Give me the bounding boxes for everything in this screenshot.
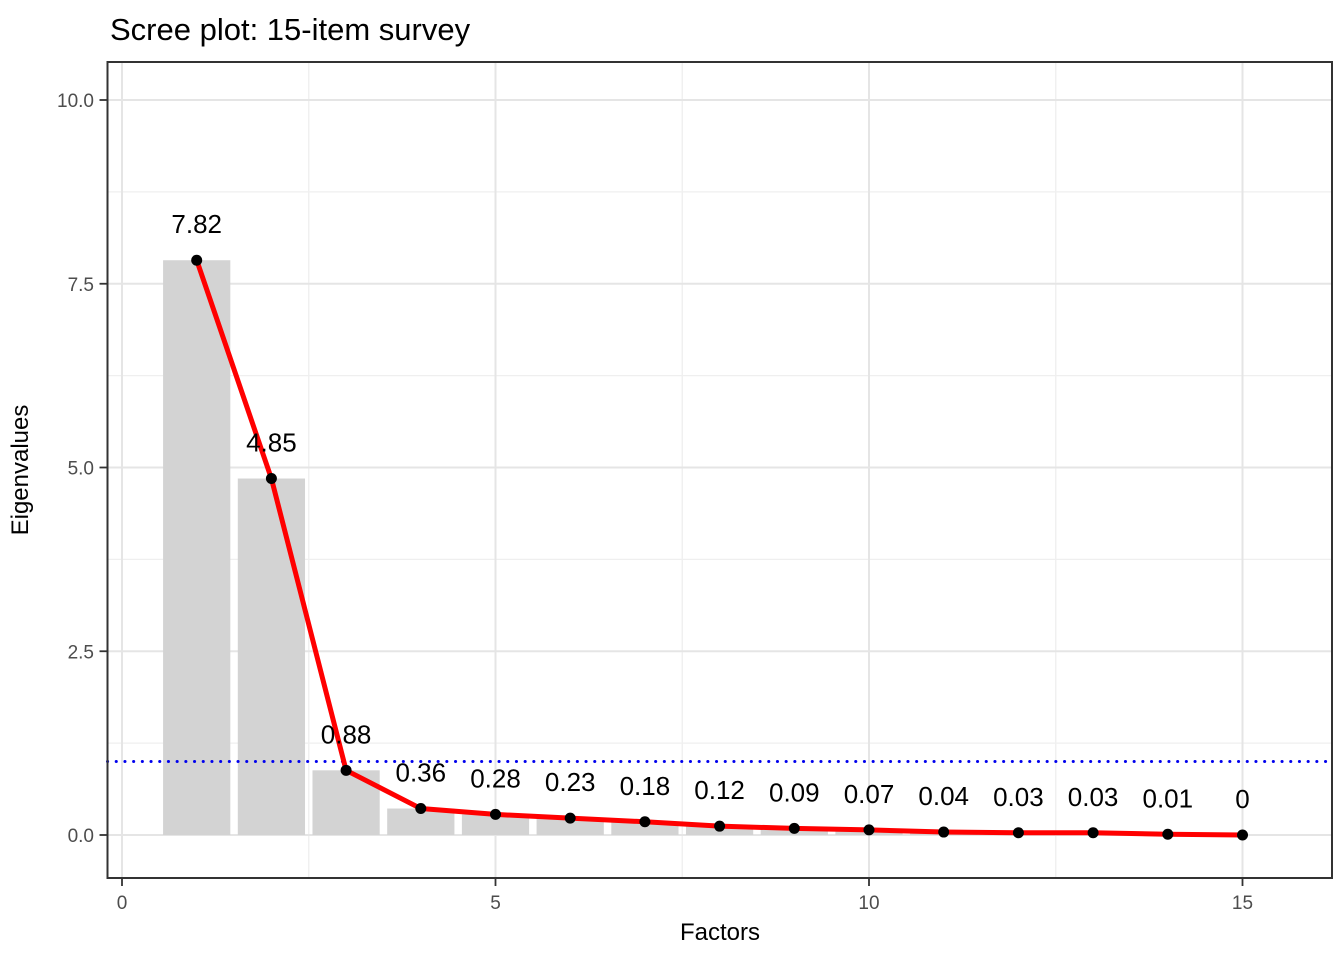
y-axis-title: Eigenvalues — [7, 405, 34, 536]
point-label-10: 0.07 — [844, 779, 895, 809]
bar-factor-1 — [163, 260, 231, 836]
scree-point-14 — [1162, 828, 1174, 840]
point-label-6: 0.23 — [545, 767, 596, 797]
y-tick-label: 0.0 — [68, 826, 94, 847]
scree-point-3 — [340, 764, 352, 776]
point-label-2: 4.85 — [246, 428, 297, 458]
scree-point-2 — [265, 473, 277, 485]
y-tick-label: 10.0 — [57, 91, 94, 112]
point-label-5: 0.28 — [470, 763, 521, 793]
chart-render-root: 7.824.850.880.36 0.28 0.23 0.18 0.12 0.09 0.07… — [57, 61, 1334, 914]
scree-point-6 — [564, 812, 576, 824]
scree-point-15 — [1237, 829, 1248, 841]
scree-point-13 — [1087, 827, 1099, 839]
panel-border — [106, 61, 1333, 879]
x-tick-label: 10 — [858, 893, 879, 914]
point-label-8: 0.12 — [694, 775, 745, 805]
point-label-9: 0.09 — [769, 777, 820, 807]
point-label-7: 0.18 — [620, 771, 671, 801]
scree-point-11 — [938, 826, 950, 838]
point-label-14: 0.01 — [1142, 783, 1193, 813]
scree-point-8 — [714, 820, 726, 832]
scree-point-1 — [191, 254, 203, 266]
plot-title: Scree plot: 15-item survey — [110, 12, 471, 47]
x-axis-title: Factors — [680, 919, 760, 946]
x-tick-label: 0 — [117, 893, 128, 914]
point-label-1: 7.82 — [171, 209, 222, 239]
point-label-13: 0.03 — [1068, 782, 1119, 812]
scree-point-12 — [1012, 827, 1024, 839]
point-label-4: 0.36 — [395, 758, 446, 788]
bar-factor-6 — [536, 818, 604, 835]
scree-point-9 — [788, 822, 800, 834]
y-tick-label: 5.0 — [68, 459, 94, 480]
point-label-12: 0.03 — [993, 782, 1044, 812]
scree-point-10 — [863, 824, 875, 836]
point-label-11: 0.04 — [918, 781, 969, 811]
bar-factor-5 — [461, 814, 530, 835]
x-tick-label: 15 — [1232, 893, 1253, 914]
point-label-3: 0.88 — [321, 719, 372, 749]
y-tick-label: 2.5 — [68, 642, 94, 663]
scree-point-4 — [415, 803, 427, 815]
point-label-15: 0 — [1235, 784, 1249, 814]
y-tick-label: 7.5 — [68, 275, 94, 296]
scree-point-7 — [639, 816, 651, 828]
bar-factor-2 — [237, 478, 306, 835]
x-tick-label: 5 — [490, 893, 501, 914]
scree-point-5 — [490, 808, 501, 820]
panel-background — [107, 62, 1332, 878]
